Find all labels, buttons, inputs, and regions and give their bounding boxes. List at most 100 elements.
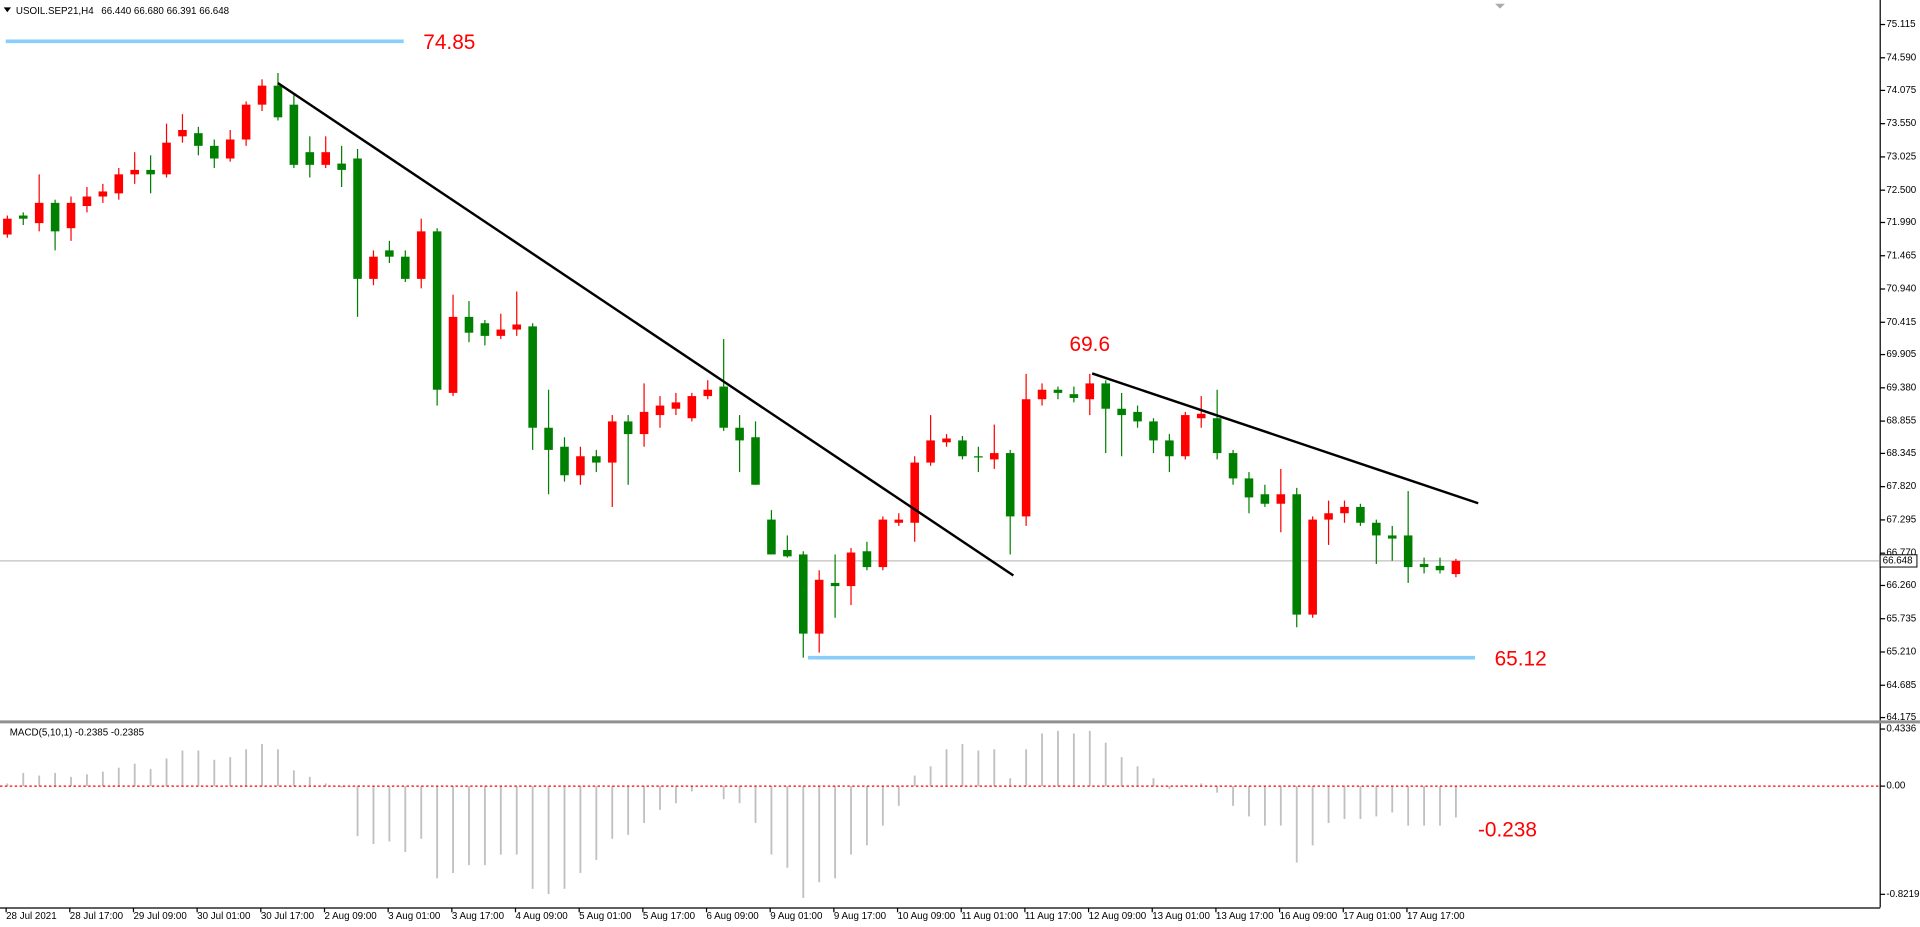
- low-readout: 66.391: [167, 6, 197, 17]
- y-tick-label: 69.380: [1886, 382, 1916, 393]
- y-tick-label: 71.990: [1886, 217, 1916, 228]
- y-tick-label: 64.685: [1886, 680, 1916, 691]
- x-tick-label: 9 Aug 17:00: [834, 911, 887, 922]
- candle-body: [735, 427, 744, 441]
- y-tick-label: 65.735: [1886, 613, 1916, 624]
- candle-body: [1451, 560, 1461, 575]
- y-tick-label: 65.210: [1886, 647, 1916, 658]
- candle-body: [528, 326, 537, 428]
- y-tick-label: 73.550: [1886, 118, 1916, 129]
- candle-body: [225, 139, 235, 159]
- x-tick-label: 16 Aug 09:00: [1280, 911, 1338, 922]
- candle-body: [687, 396, 697, 419]
- macd-y-tick-label: 0.00: [1886, 781, 1906, 792]
- y-tick-label: 75.115: [1886, 19, 1916, 30]
- candle-body: [703, 389, 713, 397]
- candle-body: [576, 456, 585, 476]
- candle-body: [194, 133, 203, 146]
- x-tick-label: 17 Aug 01:00: [1343, 911, 1401, 922]
- y-tick-label: 73.025: [1886, 152, 1916, 163]
- candle-body: [34, 202, 44, 224]
- candle-body: [337, 163, 346, 170]
- candle-body: [1244, 478, 1254, 498]
- menu-triangle[interactable]: [3, 7, 12, 13]
- x-tick-label: 12 Aug 09:00: [1089, 911, 1147, 922]
- candle-body: [1133, 411, 1142, 422]
- candle-body: [305, 152, 315, 165]
- chart-header: USOIL.SEP21,H4 66.440 66.680 66.391 66.6…: [16, 6, 230, 17]
- candle-body: [401, 256, 410, 279]
- candle-body: [1372, 522, 1381, 536]
- candle-body: [719, 386, 728, 428]
- x-tick-label: 11 Aug 01:00: [961, 911, 1018, 922]
- macd-y-tick-label: 0.4336: [1886, 724, 1916, 735]
- x-tick-label: 9 Aug 01:00: [770, 911, 823, 922]
- macd-readout: -0.2385: [111, 727, 145, 738]
- candle-body: [1117, 408, 1126, 416]
- candle-body: [1101, 383, 1110, 409]
- candle-body: [1276, 494, 1286, 504]
- candle-body: [1196, 413, 1206, 419]
- candle-body: [1021, 399, 1031, 517]
- candle-body: [544, 427, 553, 450]
- candle-body: [862, 551, 872, 568]
- x-tick-label: 17 Aug 17:00: [1407, 911, 1465, 922]
- candle-body: [162, 142, 171, 175]
- close-readout: 66.648: [199, 6, 229, 17]
- candle-body: [1340, 506, 1349, 514]
- y-tick-label: 68.345: [1886, 448, 1916, 459]
- candle-body: [990, 453, 999, 460]
- candle-body: [1212, 418, 1222, 454]
- candle-body: [655, 405, 665, 416]
- candle-body: [1356, 506, 1365, 523]
- candle-body: [480, 323, 490, 336]
- y-tick-label: 74.075: [1886, 85, 1916, 96]
- candle-body: [1165, 440, 1174, 457]
- candle-body: [926, 440, 935, 463]
- candle-body: [146, 169, 155, 175]
- candle-body: [1053, 389, 1063, 393]
- candle-body: [639, 411, 649, 435]
- level-label: 65.12: [1495, 648, 1547, 671]
- candle-body: [1387, 535, 1397, 539]
- candle-body: [66, 202, 76, 229]
- candle-body: [894, 519, 904, 523]
- macd-y-tick-label: -0.8219: [1886, 889, 1919, 900]
- x-tick-label: 29 Jul 09:00: [133, 911, 187, 922]
- candle-body: [1181, 415, 1190, 457]
- x-tick-label: 5 Aug 17:00: [643, 911, 696, 922]
- price-tag-label: 66.648: [1883, 555, 1913, 566]
- candle-body: [210, 145, 219, 159]
- candle-body: [385, 250, 394, 257]
- macd-header: MACD(5,10,1) -0.2385 -0.2385: [10, 727, 145, 738]
- candle-body: [846, 552, 856, 587]
- candle-body: [1403, 535, 1413, 568]
- x-tick-label: 13 Aug 17:00: [1216, 911, 1274, 922]
- candle-body: [942, 438, 951, 443]
- trendline: [1091, 372, 1479, 505]
- candle-body: [671, 402, 681, 409]
- candle-body: [82, 196, 92, 207]
- candle-body: [257, 85, 267, 105]
- x-tick-label: 28 Jul 2021: [6, 911, 57, 922]
- candle-body: [353, 158, 362, 279]
- x-tick-label: 5 Aug 01:00: [579, 911, 632, 922]
- y-tick-label: 71.465: [1886, 250, 1916, 261]
- candle-body: [289, 104, 299, 165]
- shift-marker[interactable]: [1495, 3, 1505, 9]
- candle-body: [1149, 421, 1158, 441]
- peak-label: 69.6: [1070, 333, 1110, 356]
- price-tag: [1879, 554, 1918, 568]
- y-tick-label: 66.770: [1886, 548, 1916, 559]
- x-tick-label: 2 Aug 09:00: [324, 911, 377, 922]
- candle-body: [98, 191, 108, 197]
- y-tick-label: 70.415: [1886, 317, 1916, 328]
- y-tick-label: 67.295: [1886, 515, 1916, 526]
- y-tick-label: 64.175: [1886, 712, 1916, 723]
- candle-body: [1037, 389, 1047, 400]
- candle-body: [878, 519, 888, 568]
- y-tick-label: 66.260: [1886, 580, 1916, 591]
